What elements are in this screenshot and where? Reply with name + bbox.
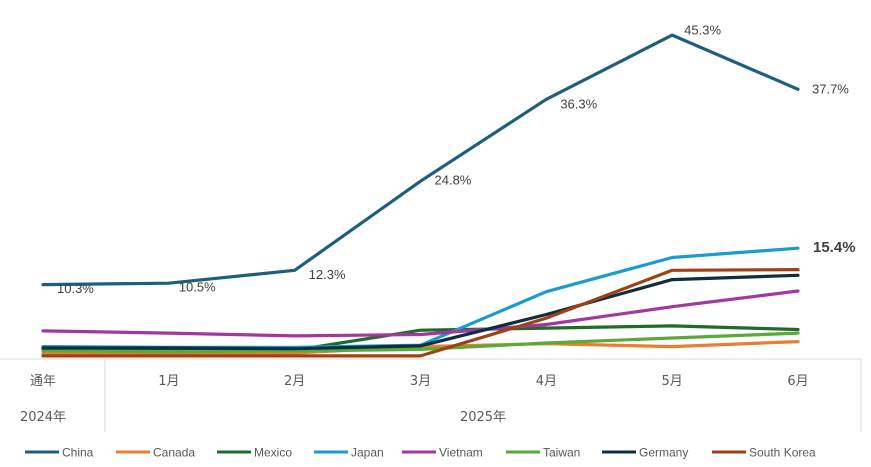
series-line-taiwan <box>41 331 800 354</box>
series-line-germany <box>41 273 800 351</box>
data-label-china: 10.5% <box>179 280 216 295</box>
legend: China Canada Mexico Japan Vietnam Taiwan Germa… <box>25 446 816 460</box>
x-tick-label: 1月 <box>158 374 179 389</box>
legend-label-vietnam: Vietnam <box>439 446 483 460</box>
x-tick-label: 2月 <box>284 374 305 389</box>
legend-label-mexico: Mexico <box>254 446 292 460</box>
x-tick-label: 3月 <box>410 374 431 389</box>
data-label-china: 45.3% <box>684 23 721 38</box>
series-line-china <box>41 33 800 287</box>
x-tick-label: 通年 <box>30 374 56 389</box>
data-label-china: 36.3% <box>560 97 597 112</box>
category-axis <box>0 358 862 432</box>
data-label-china: 37.7% <box>812 82 849 97</box>
x-tick-label: 4月 <box>536 374 557 389</box>
legend-label-taiwan: Taiwan <box>543 446 580 460</box>
x-tick-label: 6月 <box>787 374 808 389</box>
data-label-china: 10.3% <box>57 281 94 296</box>
x-group-label: 2024年 <box>20 410 66 425</box>
data-labels: 10.3% 10.5% 12.3% 24.8% 36.3% 45.3% 37.7% 15.4% <box>57 23 856 296</box>
data-label-china: 24.8% <box>435 173 472 188</box>
series-line-south-korea <box>41 268 800 358</box>
legend-label-south-korea: South Korea <box>749 446 816 460</box>
data-label-china: 12.3% <box>309 267 346 282</box>
legend-label-japan: Japan <box>351 446 384 460</box>
series-lines <box>41 33 800 358</box>
x-tick-label: 5月 <box>662 374 683 389</box>
x-axis-ticks: 通年 1月 2月 3月 4月 5月 6月 2024年 2025年 <box>20 374 809 425</box>
legend-label-germany: Germany <box>639 446 688 460</box>
data-label-japan: 15.4% <box>813 239 856 256</box>
legend-label-china: China <box>62 446 94 460</box>
series-line-vietnam <box>41 289 800 338</box>
legend-label-canada: Canada <box>153 446 195 460</box>
x-group-label: 2025年 <box>460 410 506 425</box>
